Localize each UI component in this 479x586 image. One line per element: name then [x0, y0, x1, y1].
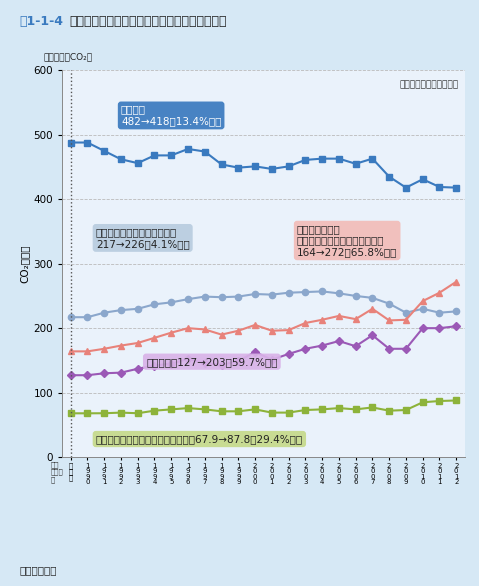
- Y-axis label: CO₂排出量: CO₂排出量: [20, 244, 29, 283]
- Text: エネルギー転換部門（発電所等）　67.9→87.8（29.4%増）: エネルギー転換部門（発電所等） 67.9→87.8（29.4%増）: [96, 434, 303, 444]
- Text: 資料：環境省: 資料：環境省: [19, 565, 57, 575]
- Text: 部門別エネルギー起源二酸化炭素排出量の推移: 部門別エネルギー起源二酸化炭素排出量の推移: [69, 15, 227, 28]
- Text: 京都
議定書
の: 京都 議定書 の: [50, 461, 63, 483]
- Text: 図1-1-4: 図1-1-4: [19, 15, 63, 28]
- Text: （百万トンCO₂）: （百万トンCO₂）: [43, 53, 92, 62]
- Text: （　）は基準年比増減率: （ ）は基準年比増減率: [399, 80, 458, 89]
- Text: 運輸部門（自動車・船舶等）
217→226（4.1%増）: 運輸部門（自動車・船舶等） 217→226（4.1%増）: [96, 227, 190, 248]
- Text: 業務その他部門
（商業・サービス・事業所等）
164→272（65.8%増）: 業務その他部門 （商業・サービス・事業所等） 164→272（65.8%増）: [297, 224, 398, 257]
- Text: 家庭部門　127→203（59.7%増）: 家庭部門 127→203（59.7%増）: [146, 357, 278, 367]
- Text: 産業部門
482→418（13.4%減）: 産業部門 482→418（13.4%減）: [121, 105, 221, 126]
